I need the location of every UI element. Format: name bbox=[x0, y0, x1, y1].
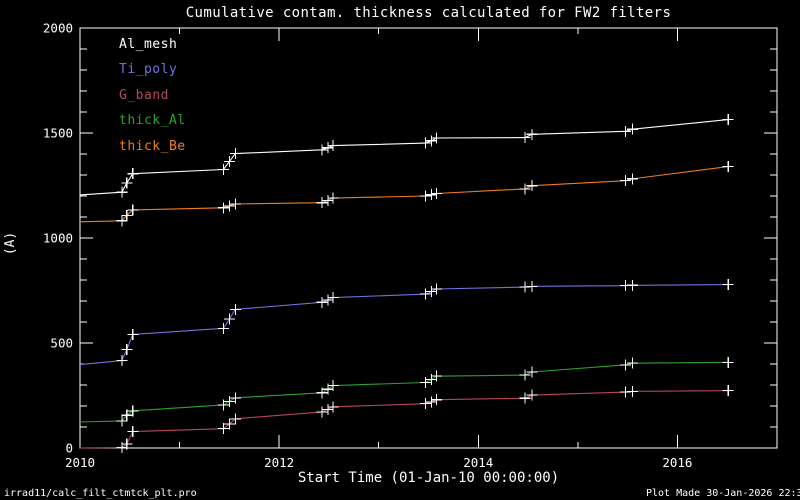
x-tick-label: 2012 bbox=[264, 455, 294, 470]
x-tick-label: 2014 bbox=[463, 455, 493, 470]
series-line-thick_be bbox=[79, 166, 729, 223]
series-line-ti_poly bbox=[79, 284, 729, 366]
y-tick-label: 500 bbox=[50, 336, 73, 351]
legend-item-ti_poly: Ti_poly bbox=[119, 62, 178, 78]
y-tick-label: 0 bbox=[65, 441, 73, 456]
x-axis-label: Start Time (01-Jan-10 00:00:00) bbox=[297, 470, 560, 486]
legend-item-thick_al: thick_Al bbox=[119, 113, 186, 129]
x-tick-label: 2016 bbox=[662, 455, 692, 470]
y-tick-label: 1500 bbox=[43, 126, 73, 141]
x-tick-label: 2010 bbox=[65, 455, 95, 470]
footer-plot-made: Plot Made 30-Jan-2026 22:3 bbox=[646, 488, 800, 499]
y-tick-label: 2000 bbox=[43, 21, 73, 36]
series-line-al_mesh bbox=[79, 119, 729, 196]
chart-title: Cumulative contam. thickness calculated … bbox=[185, 5, 672, 21]
axis-frame bbox=[79, 27, 778, 449]
y-axis-label: (A) bbox=[3, 231, 19, 256]
legend: Al_mesh Ti_poly G_band thick_Al thick_Be bbox=[119, 32, 186, 159]
series-line-g_band bbox=[79, 390, 729, 449]
series-line-thick_al bbox=[79, 361, 729, 423]
legend-item-thick_be: thick_Be bbox=[119, 138, 186, 154]
footer-script-path: irrad11/calc_filt_ctmtck_plt.pro bbox=[4, 488, 197, 499]
y-tick-label: 1000 bbox=[43, 231, 73, 246]
legend-item-al_mesh: Al_mesh bbox=[119, 37, 178, 52]
legend-item-g_band: G_band bbox=[119, 87, 169, 103]
